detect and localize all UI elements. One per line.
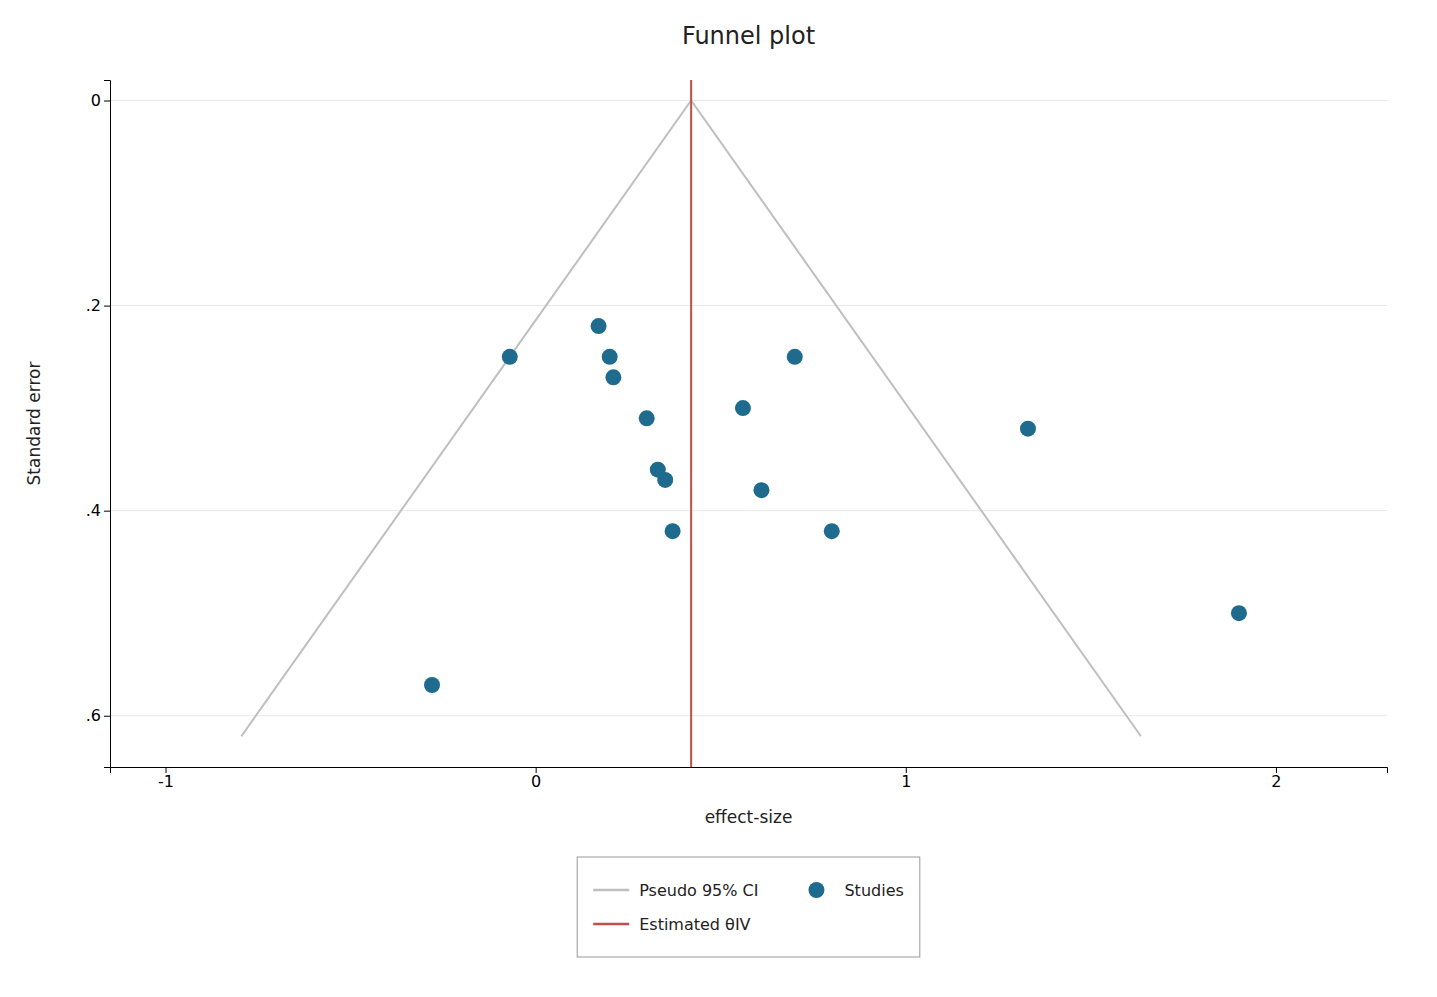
- tick: -1: [158, 767, 174, 791]
- grid-line: [110, 715, 1387, 716]
- legend-item: Studies: [808, 881, 903, 900]
- legend-swatch: [593, 889, 629, 892]
- tick: .6: [86, 706, 110, 725]
- tick-mark: [104, 306, 110, 307]
- legend-frame: [577, 857, 920, 957]
- x-axis: -1 0 1 2: [111, 767, 1388, 791]
- chart: -1 0 1 2 0 .2 .4 .6 Funnel plot effect-size Standa…: [0, 0, 1437, 997]
- study-point: [735, 400, 751, 416]
- tick-mark: [104, 716, 110, 717]
- plot-area: -1 0 1 2 0 .2 .4 .6: [86, 80, 1388, 791]
- tick-label: 0: [531, 772, 541, 791]
- grid-line: [110, 305, 1387, 306]
- tick: 0: [91, 91, 110, 110]
- tick-label: .4: [86, 501, 101, 520]
- legend-label: Estimated θIV: [639, 915, 750, 934]
- tick: 1: [901, 767, 911, 791]
- study-point: [753, 482, 769, 498]
- legend: Pseudo 95% CI Studies Estimated θIV: [577, 857, 920, 957]
- study-point: [1020, 421, 1036, 437]
- study-point: [591, 318, 607, 334]
- axis-line: [111, 768, 1388, 774]
- tick-label: 0: [91, 91, 101, 110]
- study-point: [665, 523, 681, 539]
- tick-label: .2: [86, 296, 101, 315]
- tick: .2: [86, 296, 110, 315]
- tick-label: 1: [901, 772, 911, 791]
- grid-line: [110, 510, 1387, 511]
- study-point: [657, 472, 673, 488]
- legend-swatch: [593, 923, 629, 926]
- x-axis-label: effect-size: [705, 807, 793, 827]
- study-point: [605, 369, 621, 385]
- study-point: [787, 349, 803, 365]
- axis-line: [104, 81, 111, 768]
- legend-label: Studies: [844, 881, 903, 900]
- study-point: [602, 349, 618, 365]
- study-point: [824, 523, 840, 539]
- legend-item: Pseudo 95% CI: [593, 881, 758, 900]
- title: Funnel plot: [682, 22, 815, 50]
- tick-mark: [104, 101, 110, 102]
- tick-label: -1: [158, 772, 174, 791]
- legend-label: Pseudo 95% CI: [639, 881, 758, 900]
- tick: .4: [86, 501, 110, 520]
- study-point: [502, 349, 518, 365]
- tick-label: 2: [1271, 772, 1281, 791]
- tick-label: .6: [86, 706, 101, 725]
- study-point: [1231, 605, 1247, 621]
- study-point: [639, 410, 655, 426]
- legend-swatch: [808, 882, 824, 898]
- y-axis-label: Standard error: [24, 362, 44, 486]
- study-point: [424, 677, 440, 693]
- tick: 2: [1271, 767, 1281, 791]
- y-axis: 0 .2 .4 .6: [86, 81, 111, 768]
- tick-mark: [104, 511, 110, 512]
- grid-line: [110, 100, 1387, 101]
- theta-line: [690, 80, 692, 767]
- legend-item: Estimated θIV: [593, 915, 750, 934]
- marks: [241, 80, 1247, 767]
- grid: [110, 101, 1387, 716]
- tick: 0: [531, 767, 541, 791]
